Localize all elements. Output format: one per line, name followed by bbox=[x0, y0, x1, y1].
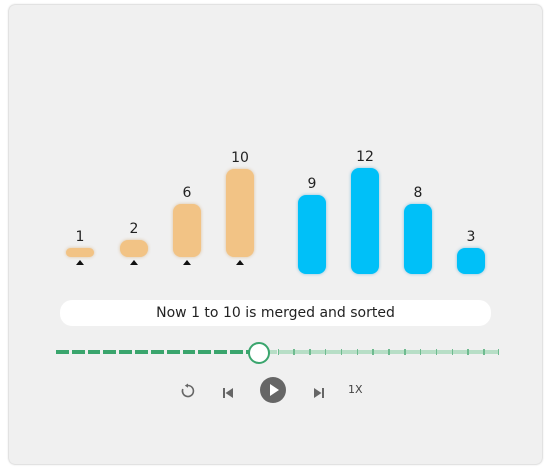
replay-icon bbox=[180, 383, 196, 399]
bar-value-label: 3 bbox=[451, 229, 491, 245]
bar-value-label: 1 bbox=[60, 229, 100, 245]
progress-segment bbox=[452, 350, 468, 354]
progress-tick bbox=[420, 349, 422, 355]
progress-tick bbox=[372, 349, 374, 355]
pointer-marker-icon bbox=[236, 260, 244, 265]
progress-tick bbox=[467, 349, 469, 355]
progress-segment bbox=[467, 350, 483, 354]
progress-segment bbox=[278, 350, 294, 354]
progress-segment bbox=[420, 350, 436, 354]
speed-button[interactable]: 1X bbox=[348, 383, 363, 396]
skip-forward-icon bbox=[313, 387, 325, 399]
bar-value-label: 10 bbox=[220, 150, 260, 166]
progress-handle[interactable] bbox=[248, 342, 270, 364]
bar-4 bbox=[226, 169, 254, 257]
progress-segment bbox=[309, 350, 325, 354]
pointer-marker-icon bbox=[76, 260, 84, 265]
progress-segment bbox=[72, 350, 85, 354]
bar-7 bbox=[404, 204, 432, 274]
progress-tick bbox=[293, 349, 295, 355]
progress-tick bbox=[388, 349, 390, 355]
play-icon bbox=[260, 377, 286, 403]
progress-segment bbox=[88, 350, 101, 354]
status-message: Now 1 to 10 is merged and sorted bbox=[60, 300, 491, 326]
bar-stage: 1 2 6 10 9 12 8 3 bbox=[0, 0, 554, 300]
progress-segment bbox=[167, 350, 180, 354]
bar-value-label: 8 bbox=[398, 185, 438, 201]
bar-5 bbox=[298, 195, 326, 274]
bar-2 bbox=[120, 240, 148, 257]
bar-3 bbox=[173, 204, 201, 257]
progress-slider[interactable] bbox=[56, 350, 499, 354]
bar-8 bbox=[457, 248, 485, 274]
progress-tick bbox=[341, 349, 343, 355]
progress-segment bbox=[119, 350, 132, 354]
bar-value-label: 6 bbox=[167, 185, 207, 201]
progress-segment bbox=[357, 350, 373, 354]
step-forward-button[interactable] bbox=[313, 384, 325, 403]
progress-segment bbox=[293, 350, 309, 354]
skip-back-icon bbox=[222, 387, 234, 399]
bar-value-label: 9 bbox=[292, 176, 332, 192]
progress-segment bbox=[372, 350, 388, 354]
progress-segment bbox=[388, 350, 404, 354]
pointer-marker-icon bbox=[130, 260, 138, 265]
progress-tick bbox=[309, 349, 311, 355]
progress-tick bbox=[404, 349, 406, 355]
progress-segment bbox=[56, 350, 69, 354]
progress-tick bbox=[357, 349, 359, 355]
replay-button[interactable] bbox=[180, 383, 196, 403]
pointer-marker-icon bbox=[183, 260, 191, 265]
step-back-button[interactable] bbox=[222, 384, 234, 403]
progress-segment bbox=[325, 350, 341, 354]
bar-1 bbox=[66, 248, 94, 257]
progress-tick bbox=[483, 349, 485, 355]
progress-segment bbox=[404, 350, 420, 354]
progress-tick bbox=[452, 349, 454, 355]
progress-tick bbox=[278, 349, 280, 355]
play-button[interactable] bbox=[260, 377, 286, 403]
progress-tick bbox=[325, 349, 327, 355]
bar-value-label: 12 bbox=[345, 149, 385, 165]
progress-segment bbox=[230, 350, 243, 354]
bar-value-label: 2 bbox=[114, 221, 154, 237]
progress-segment bbox=[183, 350, 196, 354]
progress-segment bbox=[135, 350, 148, 354]
progress-segment bbox=[341, 350, 357, 354]
progress-segment bbox=[103, 350, 116, 354]
progress-segment bbox=[151, 350, 164, 354]
progress-tick bbox=[498, 349, 500, 355]
progress-segment bbox=[214, 350, 227, 354]
progress-tick bbox=[436, 349, 438, 355]
progress-segment bbox=[436, 350, 452, 354]
bar-6 bbox=[351, 168, 379, 274]
progress-segment bbox=[198, 350, 211, 354]
